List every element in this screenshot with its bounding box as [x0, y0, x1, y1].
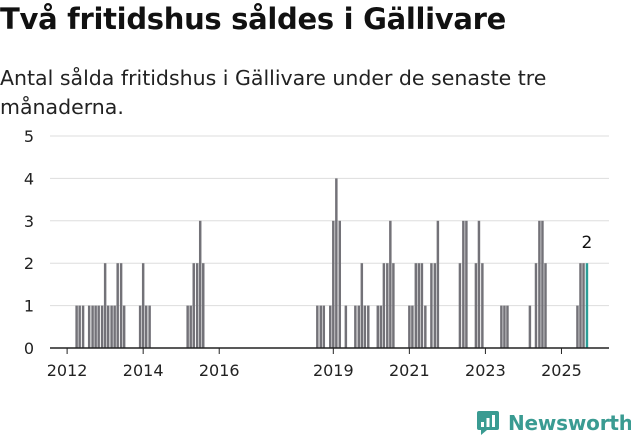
newsworthy-logo-icon — [477, 411, 499, 435]
y-tick-label: 5 — [24, 127, 34, 146]
bar — [411, 305, 414, 348]
bar — [319, 305, 322, 348]
bar — [110, 305, 113, 348]
bar — [87, 305, 91, 348]
bar — [392, 263, 395, 348]
bar — [528, 305, 532, 348]
bar — [198, 220, 202, 348]
bar — [389, 220, 392, 348]
bar — [332, 220, 335, 348]
brand: Newsworthy — [476, 408, 631, 438]
bar — [414, 263, 418, 348]
bar — [329, 305, 332, 348]
bar — [94, 305, 97, 348]
bar — [148, 305, 151, 348]
bar — [376, 305, 380, 348]
bar — [138, 305, 142, 348]
x-tick-label: 2025 — [541, 361, 582, 380]
bar — [367, 305, 370, 348]
bar — [322, 305, 326, 348]
bar — [477, 220, 481, 348]
bar — [119, 263, 123, 348]
bar — [458, 263, 462, 348]
y-tick-label: 1 — [24, 297, 34, 316]
bar — [363, 305, 367, 348]
bar — [335, 178, 338, 348]
bar — [113, 305, 116, 348]
bar — [506, 305, 509, 348]
y-tick-label: 0 — [24, 339, 34, 358]
x-tick-label: 2019 — [313, 361, 354, 380]
bar — [579, 263, 582, 348]
bar — [462, 220, 465, 348]
bar — [360, 263, 364, 348]
x-axis — [50, 347, 609, 354]
bar — [202, 263, 205, 348]
bar — [189, 305, 192, 348]
bar — [582, 263, 585, 348]
bar — [424, 305, 427, 348]
x-tick-label: 2021 — [389, 361, 430, 380]
bar — [433, 263, 437, 348]
gridlines — [50, 135, 609, 307]
bar — [430, 263, 433, 348]
bar — [100, 305, 104, 348]
bar — [141, 263, 145, 348]
highlight-bar — [585, 263, 589, 348]
bar — [386, 263, 389, 348]
bar — [81, 305, 85, 348]
bar — [144, 305, 148, 348]
bar — [500, 305, 503, 348]
bar — [544, 263, 547, 348]
bar — [106, 305, 110, 348]
bar — [534, 263, 538, 348]
bar — [417, 263, 421, 348]
bar — [408, 305, 411, 348]
brand-name: Newsworthy — [508, 411, 631, 435]
x-tick-label: 2023 — [465, 361, 506, 380]
x-tick-label: 2016 — [199, 361, 240, 380]
bar — [75, 305, 78, 348]
y-tick-label: 2 — [24, 254, 34, 273]
bar — [316, 305, 319, 348]
y-tick-label: 3 — [24, 212, 34, 231]
bar — [344, 305, 348, 348]
bar — [78, 305, 81, 348]
y-tick-label: 4 — [24, 169, 34, 188]
data-labels: 2 — [582, 233, 593, 253]
bar — [576, 305, 579, 348]
x-tick-label: 2012 — [47, 361, 88, 380]
bar — [420, 263, 424, 348]
bar — [122, 305, 126, 348]
bar — [357, 305, 361, 348]
bar — [382, 263, 386, 348]
chart-subtitle: Antal sålda fritidshus i Gällivare under… — [0, 66, 547, 119]
bar — [436, 220, 440, 348]
bar — [97, 305, 100, 348]
bar — [103, 263, 107, 348]
bar — [192, 263, 195, 348]
x-axis-tick-labels: 2012 2014 2016 2019 2021 2023 2025 — [47, 361, 582, 380]
bar — [465, 220, 468, 348]
bar — [379, 305, 383, 348]
y-axis-tick-labels: 0 1 2 3 4 5 — [24, 127, 34, 358]
bar — [116, 263, 119, 348]
data-label: 2 — [582, 233, 593, 253]
chart-title: Två fritidshus såldes i Gällivare — [0, 2, 507, 36]
bar — [481, 263, 484, 348]
bars — [75, 178, 589, 348]
bar — [538, 220, 541, 348]
bar — [474, 263, 478, 348]
x-tick-label: 2014 — [123, 361, 164, 380]
bar — [186, 305, 189, 348]
bar — [195, 263, 199, 348]
bar — [91, 305, 94, 348]
bar — [541, 220, 544, 348]
bar — [354, 305, 357, 348]
bar — [338, 220, 342, 348]
bar — [503, 305, 506, 348]
